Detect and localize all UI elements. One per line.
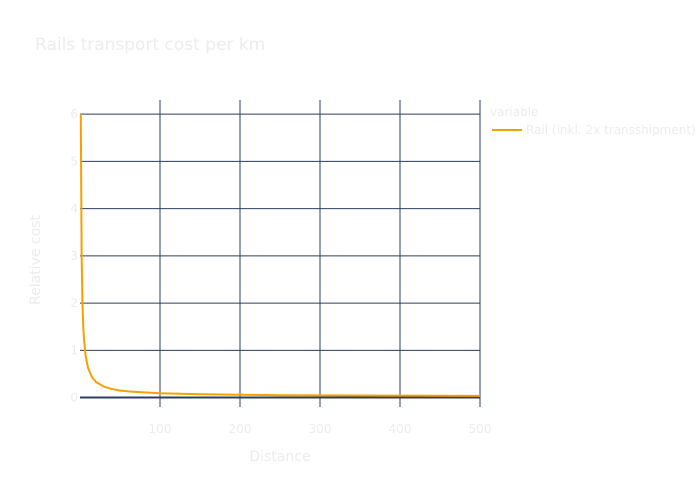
y-axis-ticks: 0 1 2 3 4 5 6 [70,107,78,404]
x-tick-label: 100 [149,422,172,436]
y-tick-label: 0 [70,391,78,405]
chart-title: Rails transport cost per km [35,35,265,55]
y-tick-label: 3 [70,249,78,263]
series-line [79,114,481,397]
y-tick-label: 4 [70,202,78,216]
legend: variable Rail (inkl. 2x transshipment) [490,105,696,137]
x-tick-label: 300 [309,422,332,436]
series-lines [79,114,481,397]
legend-items: Rail (inkl. 2x transshipment) [492,123,696,137]
x-tick-label: 200 [229,422,252,436]
y-tick-label: 2 [70,296,78,310]
y-tick-label: 5 [70,154,78,168]
grid-lines [80,100,481,407]
legend-title: variable [490,105,538,119]
y-tick-label: 1 [70,343,78,357]
y-tick-label: 6 [70,107,78,121]
x-axis-title: Distance [249,449,310,465]
x-axis-ticks: 100 200 300 400 500 [149,422,492,436]
x-tick-label: 400 [389,422,412,436]
x-tick-label: 500 [469,422,492,436]
y-axis-title: Relative cost [28,215,44,305]
legend-label: Rail (inkl. 2x transshipment) [526,123,696,137]
